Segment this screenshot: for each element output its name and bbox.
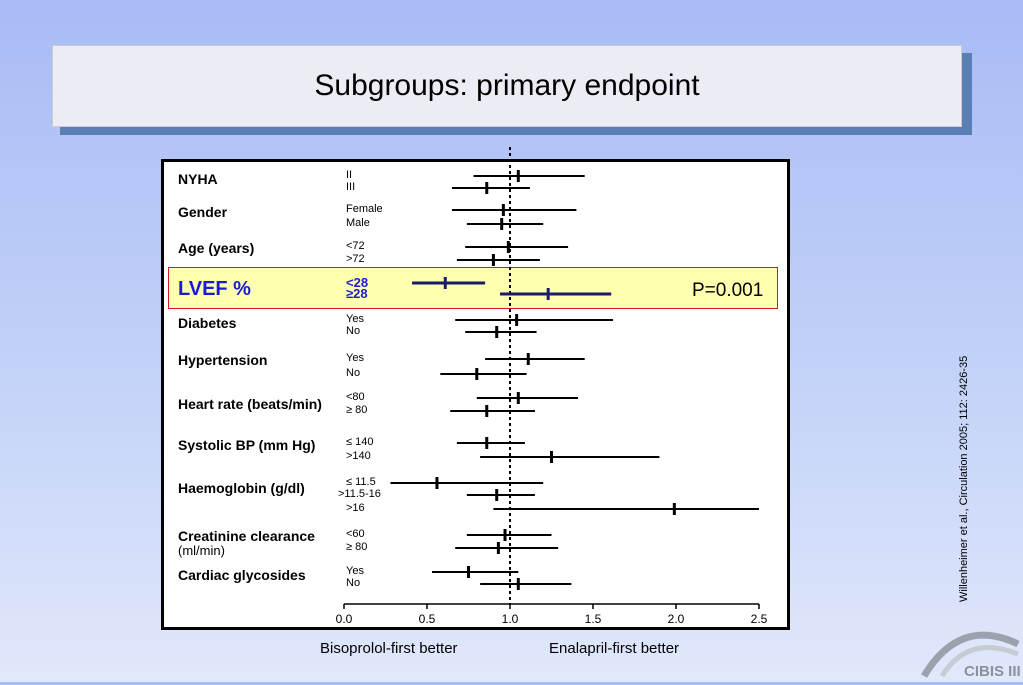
group-label: Systolic BP (mm Hg) — [178, 437, 316, 453]
x-tick-label: 1.0 — [502, 612, 519, 626]
x-tick-label: 0.5 — [419, 612, 436, 626]
row-label: >11.5-16 — [338, 488, 381, 500]
row-label: <80 — [346, 391, 365, 403]
group-label: Diabetes — [178, 315, 237, 331]
group-label: LVEF % — [178, 278, 251, 300]
row-label: >16 — [346, 502, 365, 514]
p-value-annotation: P=0.001 — [692, 280, 764, 301]
x-tick-label: 1.5 — [585, 612, 602, 626]
cibis-logo: CIBIS III — [920, 622, 1021, 685]
row-label: III — [346, 181, 356, 193]
group-label: Gender — [178, 204, 228, 220]
group-label: Heart rate (beats/min) — [178, 396, 322, 412]
group-label: Age (years) — [178, 240, 255, 256]
row-label: Yes — [346, 352, 364, 364]
group-label: NYHA — [178, 171, 218, 187]
x-tick-label: 0.0 — [336, 612, 353, 626]
xlabel-left: Bisoprolol-first better — [320, 640, 458, 657]
row-label: Yes — [346, 565, 364, 577]
row-label: II — [346, 169, 353, 181]
group-label: Creatinine clearance — [178, 528, 315, 544]
forest-plot-panel — [161, 159, 790, 630]
row-label: Male — [346, 217, 370, 229]
x-tick-label: 2.0 — [668, 612, 685, 626]
row-label: ≥ 80 — [346, 404, 368, 416]
row-label: Female — [346, 203, 383, 215]
row-label: ≤ 140 — [346, 436, 374, 448]
row-label: <60 — [346, 528, 365, 540]
group-label: Cardiac glycosides — [178, 567, 306, 583]
row-label: ≥28 — [346, 286, 368, 301]
group-label: Haemoglobin (g/dl) — [178, 480, 305, 496]
row-label: >72 — [346, 253, 365, 265]
lvef-highlight-box — [168, 267, 778, 309]
row-label: >140 — [346, 450, 371, 462]
row-label: <72 — [346, 240, 365, 252]
citation-text: Willenheimer et al., Circulation 2005; 1… — [958, 355, 970, 602]
cibis-logo-graphic: CIBIS III — [920, 631, 1021, 680]
xlabel-right: Enalapril-first better — [549, 640, 680, 657]
row-label: No — [346, 325, 361, 337]
row-label: No — [346, 577, 361, 589]
group-label: Hypertension — [178, 352, 268, 368]
row-label: <28 — [346, 275, 369, 290]
row-label: Yes — [346, 313, 364, 325]
logo-text: CIBIS III — [964, 663, 1020, 680]
x-tick-label: 2.5 — [751, 612, 768, 626]
title-box: Subgroups: primary endpoint — [52, 45, 962, 127]
slide-title: Subgroups: primary endpoint — [314, 69, 700, 102]
row-label: ≤ 11.5 — [346, 476, 376, 488]
row-label: ≥ 80 — [346, 541, 368, 553]
row-label: No — [346, 367, 361, 379]
group-sublabel: (ml/min) — [178, 543, 225, 558]
